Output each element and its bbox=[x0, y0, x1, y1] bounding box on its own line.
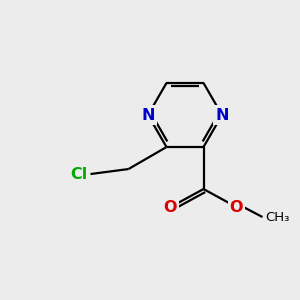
Text: O: O bbox=[230, 200, 243, 214]
Text: Cl: Cl bbox=[70, 167, 88, 182]
Text: CH₃: CH₃ bbox=[266, 211, 290, 224]
Text: N: N bbox=[215, 107, 229, 122]
Text: N: N bbox=[141, 107, 155, 122]
Text: O: O bbox=[164, 200, 177, 214]
